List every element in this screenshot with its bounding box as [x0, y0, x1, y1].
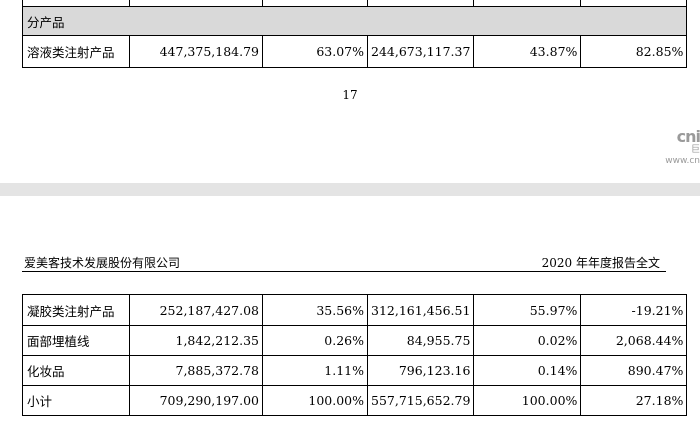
table-row: 凝胶类注射产品 252,187,427.08 35.56% 312,161,45…	[22, 294, 688, 326]
header-rule	[22, 271, 666, 272]
table-row: 化妆品 7,885,372.78 1.11% 796,123.16 0.14% …	[22, 355, 688, 386]
amount-2020: 447,375,184.79	[129, 35, 263, 68]
amount-2019: 796,123.16	[366, 355, 475, 386]
page-gap	[0, 183, 700, 196]
watermark-big: cni	[676, 127, 700, 146]
section-row: 分产品	[21, 6, 688, 36]
amount-2020: 252,187,427.08	[129, 294, 263, 326]
change-percent: 82.85%	[580, 35, 688, 68]
change-percent: -19.21%	[580, 294, 688, 326]
page-number: 17	[342, 88, 358, 102]
table-row: 溶液类注射产品 447,375,184.79 63.07% 244,673,11…	[22, 35, 688, 68]
change-percent: 2,068.44%	[580, 325, 688, 356]
ratio-2019: 100.00%	[473, 385, 582, 416]
report-title: 2020 年年度报告全文	[541, 256, 660, 270]
ratio-2019: 55.97%	[473, 294, 582, 326]
ratio-2019: 0.02%	[473, 325, 582, 356]
change-percent: 890.47%	[580, 355, 688, 386]
ratio-2020: 1.11%	[262, 355, 368, 386]
ratio-2019: 0.14%	[473, 355, 582, 386]
ratio-2020: 63.07%	[262, 35, 368, 68]
company-name: 爱美客技术发展股份有限公司	[24, 256, 181, 270]
ratio-2020: 35.56%	[262, 294, 368, 326]
amount-2019: 84,955.75	[366, 325, 475, 356]
row-name: 面部埋植线	[22, 325, 130, 356]
amount-2020: 1,842,212.35	[129, 325, 263, 356]
change-percent: 27.18%	[580, 385, 688, 416]
ratio-2019: 43.87%	[473, 35, 582, 68]
amount-2019: 557,715,652.79	[366, 385, 475, 416]
amount-2019: 312,161,456.51	[366, 294, 475, 326]
row-name: 凝胶类注射产品	[22, 294, 130, 326]
row-name: 溶液类注射产品	[22, 35, 130, 68]
watermark-small-1: 巨	[690, 145, 700, 155]
row-name: 化妆品	[22, 355, 130, 386]
revenue-table-bottom: 凝胶类注射产品 252,187,427.08 35.56% 312,161,45…	[22, 294, 688, 416]
amount-2020: 7,885,372.78	[129, 355, 263, 386]
ratio-2020: 0.26%	[262, 325, 368, 356]
amount-2019: 244,673,117.37	[366, 35, 475, 68]
table-row: 小计 709,290,197.00 100.00% 557,715,652.79…	[22, 385, 688, 416]
section-label: 分产品	[21, 6, 688, 36]
revenue-table-top: 分产品 溶液类注射产品 447,375,184.79 63.07% 244,67…	[21, 0, 688, 68]
amount-2020: 709,290,197.00	[129, 385, 263, 416]
ratio-2020: 100.00%	[262, 385, 368, 416]
row-name: 小计	[22, 385, 130, 416]
watermark-small-2: www.cn	[665, 156, 700, 166]
watermark-logo: cni 巨 www.cn	[662, 128, 700, 167]
table-row: 面部埋植线 1,842,212.35 0.26% 84,955.75 0.02%…	[22, 325, 688, 356]
